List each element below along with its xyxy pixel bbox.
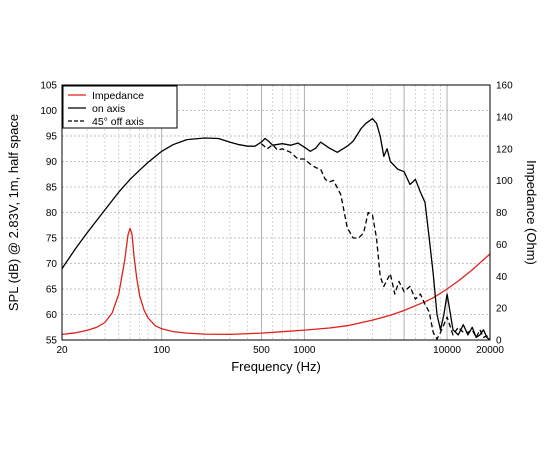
y-left-tick-label: 75 bbox=[46, 234, 58, 245]
y-left-tick-label: 80 bbox=[46, 208, 58, 219]
x-tick-label: 100 bbox=[153, 345, 170, 356]
y-left-tick-label: 55 bbox=[46, 336, 58, 347]
y-left-tick-label: 105 bbox=[40, 81, 57, 92]
y-left-tick-label: 100 bbox=[40, 106, 57, 117]
plot-frame bbox=[61, 84, 491, 341]
y-right-tick-label: 60 bbox=[496, 240, 508, 251]
y-left-tick-label: 95 bbox=[46, 132, 58, 143]
x-axis-title: Frequency (Hz) bbox=[231, 359, 321, 374]
y-right-tick-label: 140 bbox=[496, 112, 513, 123]
x-tick-label: 10000 bbox=[433, 345, 461, 356]
series-line-impedance bbox=[61, 227, 491, 336]
legend-label-on-axis: on axis bbox=[92, 103, 125, 115]
legend-label-45-off-axis: 45° off axis bbox=[92, 116, 144, 128]
y-axis-left-title: SPL (dB) @ 2.83V, 1m, half space bbox=[6, 114, 21, 311]
x-tick-label: 20000 bbox=[476, 345, 504, 356]
tick-labels: 55 60 65 70 75 80 85 90 95 100 105 0 20 40 60 80 100 120 1… bbox=[40, 81, 513, 357]
y-right-tick-label: 20 bbox=[496, 304, 508, 315]
y-left-tick-label: 65 bbox=[46, 285, 58, 296]
x-tick-label: 500 bbox=[253, 345, 270, 356]
y-axis-right-title: Impedance (Ohm) bbox=[524, 160, 539, 265]
y-right-tick-label: 120 bbox=[496, 144, 513, 155]
series-line-45-off-axis bbox=[260, 143, 491, 341]
y-right-tick-label: 40 bbox=[496, 272, 508, 283]
y-right-tick-label: 80 bbox=[496, 208, 508, 219]
legend-label-impedance: Impedance bbox=[92, 90, 144, 102]
legend: Impedance on axis 45° off axis bbox=[62, 85, 178, 129]
y-left-tick-label: 60 bbox=[46, 310, 58, 321]
y-left-tick-label: 90 bbox=[46, 157, 58, 168]
y-right-tick-label: 100 bbox=[496, 176, 513, 187]
y-left-tick-label: 85 bbox=[46, 183, 58, 194]
y-right-tick-label: 160 bbox=[496, 81, 513, 92]
series-line-on-axis bbox=[61, 118, 491, 341]
y-left-tick-label: 70 bbox=[46, 259, 58, 270]
x-tick-label: 1000 bbox=[293, 345, 316, 356]
x-tick-label: 20 bbox=[56, 345, 68, 356]
series-layer bbox=[61, 118, 491, 341]
y-right-tick-label: 0 bbox=[496, 336, 502, 347]
